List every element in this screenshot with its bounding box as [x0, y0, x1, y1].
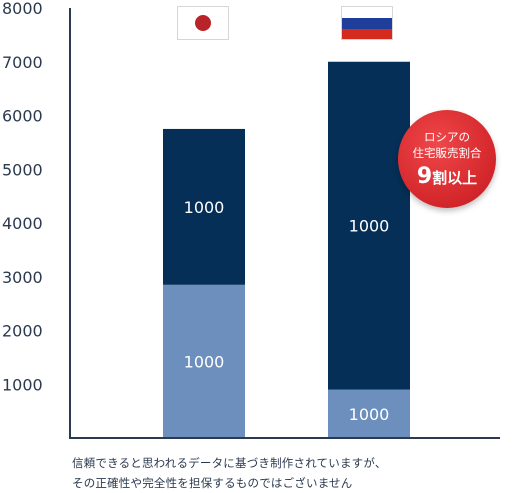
y-tick-label: 6000: [2, 107, 43, 126]
badge-suffix: 割以上: [432, 169, 478, 187]
russia-flag-icon: [341, 6, 393, 40]
y-tick-label: 7000: [2, 53, 43, 72]
bar-segment: [163, 284, 245, 438]
bar-segment: [328, 389, 410, 438]
y-axis-ticks: 1000 2000 3000 4000 5000 6000 7000 8000: [2, 0, 43, 394]
bar-segment: [163, 128, 245, 285]
badge-line-2: 住宅販売割合: [412, 146, 482, 160]
y-tick-label: 2000: [2, 322, 43, 341]
y-tick-label: 4000: [2, 214, 43, 233]
russia-share-badge: ロシアの 住宅販売割合 9割以上: [398, 110, 496, 208]
bar-segment: [328, 61, 410, 390]
segment-value-label: 1000: [349, 217, 390, 236]
russia-flag-red-stripe: [342, 29, 392, 39]
badge-line-3: 9割以上: [398, 166, 496, 189]
segment-value-label: 1000: [184, 352, 225, 371]
y-tick-label: 1000: [2, 375, 43, 394]
segment-value-label: 1000: [184, 198, 225, 217]
bars: [163, 61, 410, 438]
footnote-line-2: その正確性や完全性を担保するものではございません: [72, 476, 353, 490]
japan-flag-disc: [195, 15, 211, 31]
disclaimer-footnote: 信頼できると思われるデータに基づき制作されていますが、 その正確性や完全性を担保…: [72, 453, 512, 493]
russia-flag-blue-stripe: [342, 18, 392, 29]
y-tick-label: 3000: [2, 268, 43, 287]
segment-labels: 1000 1000 1000 1000: [184, 198, 390, 424]
badge-line-1: ロシアの: [424, 130, 470, 144]
japan-flag-icon: [177, 6, 229, 40]
y-tick-label: 5000: [2, 160, 43, 179]
footnote-line-1: 信頼できると思われるデータに基づき制作されていますが、: [72, 456, 387, 470]
badge-number: 9: [416, 164, 433, 189]
y-tick-label: 8000: [2, 0, 43, 18]
russia-flag-white-stripe: [342, 7, 392, 18]
segment-value-label: 1000: [349, 405, 390, 424]
